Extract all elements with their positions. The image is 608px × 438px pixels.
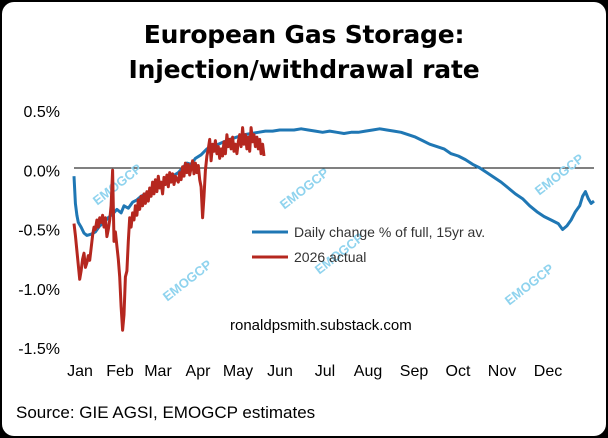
x-tick-label: Aug — [354, 363, 382, 380]
y-tick-label: -1.5% — [18, 341, 60, 358]
x-tick-label: May — [223, 363, 253, 380]
series-line-actual — [72, 126, 266, 332]
watermark-text: EMOGCP — [160, 257, 215, 305]
y-axis: 0.5% 0.0% -0.5% -1.0% -1.5% — [18, 104, 60, 358]
y-tick-label: -0.5% — [18, 223, 60, 240]
x-tick-label: Dec — [534, 363, 562, 380]
x-tick-label: Sep — [400, 363, 429, 380]
x-tick-label: Oct — [446, 363, 471, 380]
chart-title-line2: Injection/withdrawal rate — [128, 55, 480, 84]
series-line-avg — [72, 127, 595, 237]
chart-title-line1: European Gas Storage: — [143, 20, 465, 49]
legend-label-actual: 2026 actual — [294, 249, 366, 265]
x-tick-label: Jul — [315, 363, 335, 380]
y-tick-label: 0.5% — [24, 104, 60, 121]
x-axis: Jan Feb Mar Apr May Jun Jul Aug Sep Oct Nov Dec — [67, 363, 562, 380]
x-tick-label: Feb — [106, 363, 134, 380]
x-tick-label: Jun — [267, 363, 293, 380]
x-tick-label: Apr — [186, 363, 212, 380]
x-tick-label: Nov — [488, 363, 516, 380]
x-tick-label: Mar — [144, 363, 172, 380]
source-note: Source: GIE AGSI, EMOGCP estimates — [16, 403, 316, 422]
site-label: ronaldpsmith.substack.com — [230, 317, 412, 334]
y-tick-label: 0.0% — [24, 163, 60, 180]
legend: Daily change % of full, 15yr av. 2026 ac… — [252, 224, 485, 265]
legend-label-avg: Daily change % of full, 15yr av. — [294, 224, 485, 240]
series-layer — [72, 126, 595, 332]
x-tick-label: Jan — [67, 363, 93, 380]
watermark-text: EMOGCP — [532, 151, 587, 199]
watermark-text: EMOGCP — [277, 165, 332, 213]
y-tick-label: -1.0% — [18, 282, 60, 299]
watermark-text: EMOGCP — [502, 261, 557, 309]
